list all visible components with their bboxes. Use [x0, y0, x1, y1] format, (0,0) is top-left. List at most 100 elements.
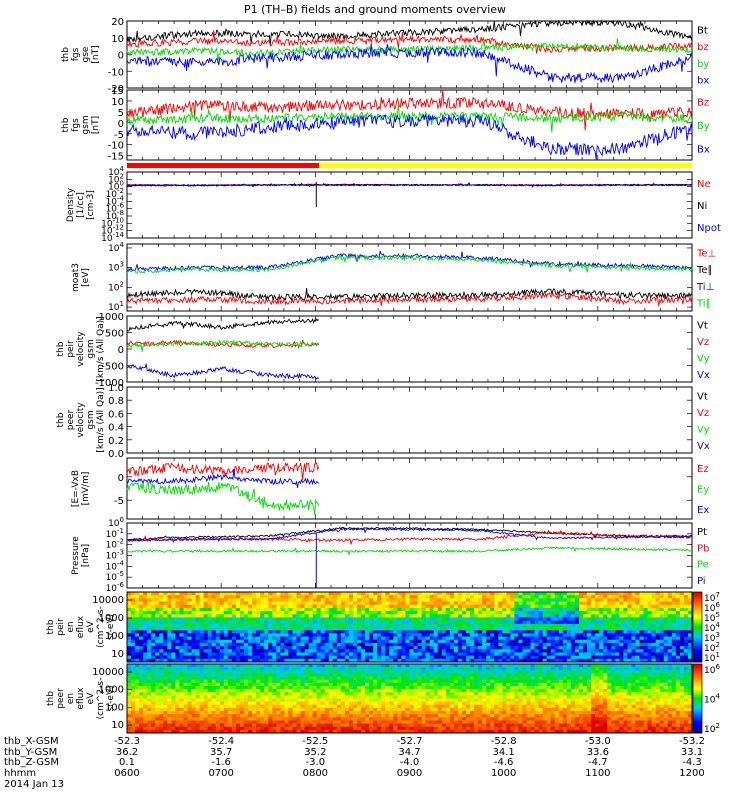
density-legend-0: Ne	[697, 179, 711, 190]
density-ylabel-line: [cm-3]	[86, 190, 96, 220]
pressure-series-Pe	[127, 547, 692, 555]
footer-value: 1200	[679, 768, 704, 779]
pressure-ylabel-line: [nPa]	[81, 544, 91, 567]
footer-value: -53.0	[585, 736, 611, 747]
peer_spectrogram-ylabel-line: peer	[56, 688, 66, 709]
footer-value: -4.6	[494, 757, 514, 768]
peir_spectrogram-ytick-label: 1000	[99, 613, 124, 624]
peer_spectrogram-ylabel-line: thb	[46, 691, 56, 706]
peir_velocity-ylabel-line: thb	[56, 341, 66, 356]
fgs_gsm-series-Bx	[127, 114, 692, 160]
footer-value: 1100	[585, 768, 610, 779]
footer-value: -4.0	[400, 757, 420, 768]
peer_spectrogram-colorbar-label: 104	[704, 693, 720, 706]
peir_velocity-legend-2: Vy	[697, 353, 710, 364]
temperature-series-Te⊥	[127, 293, 692, 306]
mode-bar-segment-0	[127, 163, 319, 168]
fgs_gsm-ylabel-line: fgs	[71, 118, 81, 132]
footer-value: -1.6	[211, 757, 231, 768]
peer_velocity-ytick-label: 0.4	[108, 423, 124, 434]
fgs_gsm-ytick-label: -5	[114, 130, 124, 141]
temperature-legend-1: Te∥	[696, 265, 713, 276]
temperature-legend-2: Ti⊥	[696, 282, 714, 293]
fgs_gse-ytick-label: 10	[111, 34, 124, 45]
peer_spectrogram-cells	[127, 664, 692, 733]
density-series-Npot	[127, 183, 692, 186]
pressure-series-Pi	[127, 529, 692, 542]
fgs_gsm-legend-2: Bx	[697, 144, 710, 155]
peir_spectrogram-cells	[127, 592, 692, 662]
peer_spectrogram-ylabel-line: en	[66, 693, 76, 704]
efield-series-Ey	[127, 482, 319, 515]
peir_velocity-series-Vx	[127, 364, 319, 379]
fgs_gse-legend-3: bx	[697, 76, 709, 87]
fgs_gsm-ylabel-line: [nT]	[91, 116, 101, 134]
footer-date: 2014 Jan 13	[4, 779, 64, 790]
footer-value: 0800	[303, 768, 328, 779]
fgs_gse-ylabel-line: thb	[61, 47, 71, 62]
peer_velocity-ytick-label: 0.0	[108, 449, 124, 460]
fgs_gse-ytick-label: -10	[108, 67, 124, 78]
peir_spectrogram-ylabel-line: en	[66, 621, 76, 632]
pressure-legend-1: Pb	[697, 543, 709, 554]
peer_velocity-ylabel-line: peer	[66, 409, 76, 430]
peir_velocity-ylabel-line: gsm	[86, 339, 96, 358]
footer: thb_X-GSMthb_Y-GSMthb_Z-GSMhhmm-52.336.2…	[4, 736, 705, 790]
peir_velocity-legend-0: Vt	[697, 320, 708, 331]
peir_velocity-series-Vt	[127, 319, 319, 331]
temperature-legend-0: Te⊥	[696, 248, 716, 259]
fgs_gse-ytick-label: 20	[111, 17, 124, 28]
efield-ytick-label: -5	[114, 496, 124, 507]
efield-legend-1: Ey	[697, 485, 709, 496]
pressure-ylabel: Pressure[nPa]	[71, 536, 91, 575]
footer-row-label: thb_X-GSM	[4, 736, 59, 747]
peer_spectrogram-ytick-label: 10000	[92, 667, 124, 678]
footer-value: 0700	[208, 768, 233, 779]
peir_velocity-legend-1: Vz	[697, 337, 709, 348]
peir_velocity-series-Vy	[127, 341, 319, 352]
pressure-ylabel-line: Pressure	[71, 536, 81, 575]
plot-title: P1 (TH–B) fields and ground moments over…	[244, 3, 506, 16]
peir_velocity-legend-3: Vx	[697, 370, 710, 381]
fgs_gsm-ylabel-line: gsm	[81, 115, 91, 134]
density-ylabel: Density[1/cc][cm-3]	[66, 187, 96, 222]
temperature-legend-3: Ti∥	[696, 299, 711, 310]
efield-ylabel-line: [mV/m]	[81, 472, 91, 506]
peer_spectrogram-ytick-label: 100	[105, 702, 124, 713]
fgs_gsm-legend-1: By	[697, 121, 710, 132]
peer_velocity-legend-3: Vx	[697, 441, 710, 452]
pressure-legend-3: Pi	[697, 576, 706, 587]
peir_velocity-ylabel-line: peir	[66, 340, 76, 358]
peer_velocity-ylabel-line: [km/s (All Qa)]	[96, 387, 106, 452]
pressure-legend-2: Pe	[697, 560, 709, 571]
footer-row-label: hhmm	[4, 768, 36, 779]
pressure-frame	[127, 523, 692, 588]
footer-value: -52.8	[491, 736, 517, 747]
efield-ytick-label: 0	[118, 473, 124, 484]
efield-legend-2: Ex	[697, 505, 709, 516]
peer_velocity-legend-1: Vz	[697, 408, 709, 419]
peir_spectrogram-ylabel-line: eV	[86, 620, 96, 633]
fgs_gsm-ylabel-line: thb	[61, 117, 71, 132]
efield-legend-0: Ez	[697, 464, 709, 475]
peir_spectrogram-ylabel-line: peir	[56, 618, 66, 636]
peer_spectrogram-ylabel-line: eflux	[76, 687, 86, 710]
peer_spectrogram-ytick-label: 10	[111, 720, 124, 731]
peir_velocity-ytick-label: 0	[118, 345, 124, 356]
efield-ylabel-line: [E=-VxB	[71, 470, 81, 507]
peer_velocity-ytick-label: 1.0	[108, 383, 124, 394]
pressure-legend-0: Pt	[697, 527, 707, 538]
footer-value: -52.5	[302, 736, 328, 747]
fgs_gse-legend-0: Bt	[697, 25, 708, 36]
footer-value: -3.0	[306, 757, 326, 768]
fgs_gsm-ytick-label: -10	[108, 141, 124, 152]
density-legend-1: Ni	[697, 201, 707, 212]
fgs_gsm-legend-0: Bz	[697, 98, 709, 109]
peer_velocity-ylabel-line: thb	[56, 412, 66, 427]
peer_velocity-ytick-label: 0.6	[108, 409, 124, 420]
peir_spectrogram-ylabel-line: thb	[46, 619, 56, 634]
efield-frame	[127, 458, 692, 519]
